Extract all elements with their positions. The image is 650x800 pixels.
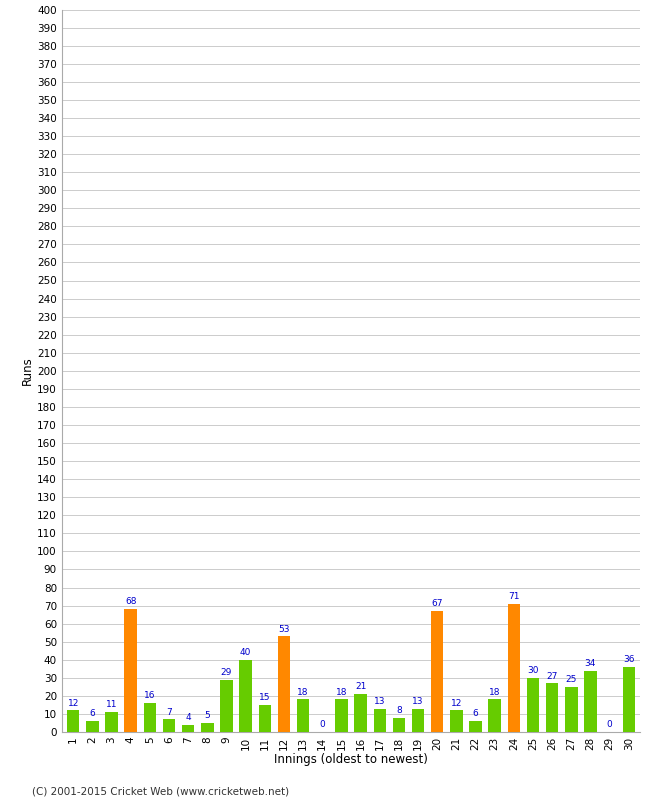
Text: 18: 18 — [297, 688, 309, 697]
Bar — [431, 611, 443, 732]
Bar — [239, 660, 252, 732]
Bar — [546, 683, 558, 732]
Text: 30: 30 — [527, 666, 539, 675]
Bar — [335, 699, 348, 732]
Bar — [278, 636, 290, 732]
Text: 40: 40 — [240, 648, 252, 657]
Text: 13: 13 — [412, 697, 424, 706]
Text: 12: 12 — [68, 698, 79, 708]
Bar — [201, 723, 214, 732]
Text: 8: 8 — [396, 706, 402, 715]
Text: 68: 68 — [125, 598, 136, 606]
Bar — [508, 604, 520, 732]
Bar — [125, 609, 137, 732]
Bar — [67, 710, 79, 732]
Text: 29: 29 — [221, 668, 232, 677]
Bar — [565, 687, 577, 732]
Bar — [297, 699, 309, 732]
Bar — [354, 694, 367, 732]
Bar — [450, 710, 463, 732]
Text: 67: 67 — [432, 599, 443, 608]
Text: 11: 11 — [106, 701, 117, 710]
Bar — [105, 712, 118, 732]
Text: 21: 21 — [355, 682, 366, 691]
Text: 13: 13 — [374, 697, 385, 706]
X-axis label: Innings (oldest to newest): Innings (oldest to newest) — [274, 753, 428, 766]
Bar — [259, 705, 271, 732]
Text: 6: 6 — [473, 710, 478, 718]
Text: 25: 25 — [566, 675, 577, 684]
Bar — [623, 667, 635, 732]
Text: 27: 27 — [547, 671, 558, 681]
Text: 16: 16 — [144, 691, 155, 700]
Bar — [526, 678, 539, 732]
Text: 34: 34 — [585, 659, 596, 668]
Text: 4: 4 — [185, 713, 191, 722]
Bar — [393, 718, 405, 732]
Text: 0: 0 — [606, 720, 612, 730]
Text: 15: 15 — [259, 694, 270, 702]
Bar — [162, 719, 176, 732]
Bar — [182, 725, 194, 732]
Bar — [86, 721, 99, 732]
Text: 36: 36 — [623, 655, 634, 664]
Bar — [220, 680, 233, 732]
Text: 18: 18 — [335, 688, 347, 697]
Bar — [374, 709, 386, 732]
Text: 7: 7 — [166, 708, 172, 717]
Text: 5: 5 — [205, 711, 210, 720]
Text: 12: 12 — [450, 698, 462, 708]
Text: 53: 53 — [278, 625, 290, 634]
Bar — [412, 709, 424, 732]
Bar — [144, 703, 156, 732]
Bar — [584, 670, 597, 732]
Bar — [488, 699, 501, 732]
Text: (C) 2001-2015 Cricket Web (www.cricketweb.net): (C) 2001-2015 Cricket Web (www.cricketwe… — [32, 786, 290, 796]
Bar — [469, 721, 482, 732]
Text: 18: 18 — [489, 688, 500, 697]
Text: 6: 6 — [90, 710, 96, 718]
Text: 71: 71 — [508, 592, 519, 601]
Y-axis label: Runs: Runs — [21, 357, 34, 385]
Text: 0: 0 — [319, 720, 325, 730]
